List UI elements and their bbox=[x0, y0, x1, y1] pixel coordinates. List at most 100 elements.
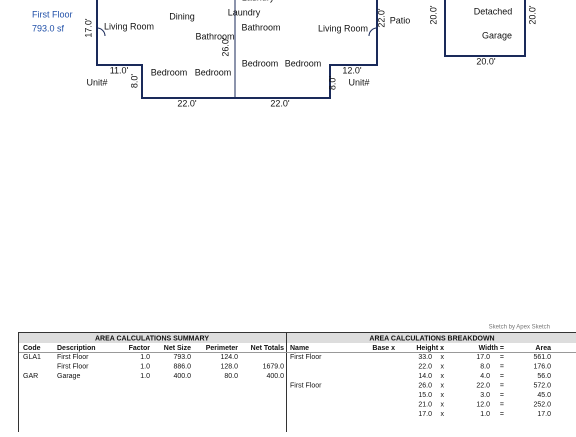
cell: 793.0 bbox=[173, 354, 191, 361]
column-header: Factor bbox=[129, 345, 151, 352]
room-label: 22.0' bbox=[270, 98, 290, 108]
cell: = bbox=[500, 363, 504, 370]
cell: = bbox=[500, 401, 504, 408]
cell: First Floor bbox=[290, 382, 322, 389]
room-label: Laundry bbox=[228, 7, 261, 17]
cell: x bbox=[441, 392, 445, 399]
cell: 80.0 bbox=[224, 373, 238, 380]
cell: First Floor bbox=[57, 363, 89, 370]
cell: x bbox=[441, 373, 445, 380]
cell: 124.0 bbox=[220, 354, 238, 361]
room-label: Living Room bbox=[104, 21, 154, 31]
cell: 17.0 bbox=[418, 411, 432, 418]
door bbox=[369, 28, 377, 36]
column-header: Perimeter bbox=[206, 345, 239, 352]
room-label: Laundry bbox=[242, 0, 275, 2]
cell: 561.0 bbox=[533, 354, 551, 361]
column-header: Code bbox=[23, 345, 41, 352]
cell: 4.0 bbox=[480, 373, 490, 380]
room-label: Patio bbox=[390, 15, 411, 25]
cell: First Floor bbox=[57, 354, 89, 361]
cell: 1.0 bbox=[140, 354, 150, 361]
garage-label: Garage bbox=[482, 30, 512, 40]
cell: 21.0 bbox=[418, 401, 432, 408]
cell: x bbox=[441, 411, 445, 418]
cell: x bbox=[441, 382, 445, 389]
cell: 1679.0 bbox=[263, 363, 285, 370]
room-label: Living Room bbox=[318, 23, 368, 33]
room-label: 26.0' bbox=[220, 37, 230, 57]
room-label: Bathroom bbox=[241, 22, 280, 32]
room-label: 22.0' bbox=[177, 98, 197, 108]
column-header: Height x bbox=[416, 345, 444, 352]
dimension: 20.0' bbox=[527, 5, 537, 25]
cell: x bbox=[441, 363, 445, 370]
cell: 45.0 bbox=[537, 392, 551, 399]
cell: GAR bbox=[23, 373, 38, 380]
cell: 400.0 bbox=[173, 373, 191, 380]
cell: 3.0 bbox=[480, 392, 490, 399]
cell: 22.0 bbox=[476, 382, 490, 389]
floor-plan bbox=[97, 0, 525, 98]
cell: 8.0 bbox=[480, 363, 490, 370]
room-labels: Laundry17.0'Living RoomDiningLaundryBath… bbox=[83, 0, 410, 108]
table-title: AREA CALCULATIONS BREAKDOWN bbox=[369, 335, 494, 342]
cell: = bbox=[500, 392, 504, 399]
cell: 22.0 bbox=[418, 363, 432, 370]
cell: 17.0 bbox=[537, 411, 551, 418]
room-label: 12.0' bbox=[342, 65, 362, 75]
floor-area: 793.0 sf bbox=[32, 23, 65, 33]
column-header: Description bbox=[57, 345, 96, 352]
cell: = bbox=[500, 411, 504, 418]
room-label: Bedroom bbox=[151, 67, 188, 77]
cell: 252.0 bbox=[533, 401, 551, 408]
column-header: Net Size bbox=[164, 345, 191, 352]
cell: x bbox=[441, 401, 445, 408]
column-header: Name bbox=[290, 345, 309, 352]
room-label: 8.0' bbox=[129, 74, 139, 89]
room-label: 11.0' bbox=[110, 65, 129, 75]
cell: 128.0 bbox=[220, 363, 238, 370]
cell: 400.0 bbox=[266, 373, 284, 380]
cell: = bbox=[500, 382, 504, 389]
room-label: Unit# bbox=[86, 77, 107, 87]
floor-label: First Floor bbox=[32, 9, 73, 19]
cell: 572.0 bbox=[533, 382, 551, 389]
dimension: 20.0' bbox=[476, 56, 496, 66]
cell: x bbox=[441, 354, 445, 361]
tables: AREA CALCULATIONS SUMMARY AREA CALCULATI… bbox=[19, 332, 576, 432]
cell: = bbox=[500, 354, 504, 361]
cell: First Floor bbox=[290, 354, 322, 361]
cell: 1.0 bbox=[140, 363, 150, 370]
credit: Sketch by Apex Sketch bbox=[489, 325, 550, 331]
cell: 886.0 bbox=[173, 363, 191, 370]
cell: 176.0 bbox=[533, 363, 551, 370]
room-label: Bedroom bbox=[242, 58, 279, 68]
room-label: Bedroom bbox=[285, 58, 322, 68]
column-header: Area bbox=[535, 345, 551, 352]
cell: 26.0 bbox=[418, 382, 432, 389]
dimension: 20.0' bbox=[428, 5, 438, 25]
table-title: AREA CALCULATIONS SUMMARY bbox=[95, 335, 209, 342]
room-label: 17.0' bbox=[83, 18, 93, 38]
cell: 1.0 bbox=[480, 411, 490, 418]
cell: 56.0 bbox=[537, 373, 551, 380]
room-label: Bedroom bbox=[195, 67, 232, 77]
cell: = bbox=[500, 373, 504, 380]
cell: 17.0 bbox=[476, 354, 490, 361]
garage-label: Detached bbox=[474, 6, 513, 16]
cell: 15.0 bbox=[418, 392, 432, 399]
cell: 33.0 bbox=[418, 354, 432, 361]
cell: 14.0 bbox=[418, 373, 432, 380]
cell: GLA1 bbox=[23, 354, 41, 361]
room-label: 8.0' bbox=[327, 76, 337, 91]
cell: 1.0 bbox=[140, 373, 150, 380]
room-label: 22.0' bbox=[376, 8, 386, 28]
cell: 12.0 bbox=[476, 401, 490, 408]
column-header: Base x bbox=[372, 345, 395, 352]
room-label: Unit# bbox=[348, 77, 369, 87]
cell: Garage bbox=[57, 373, 80, 380]
